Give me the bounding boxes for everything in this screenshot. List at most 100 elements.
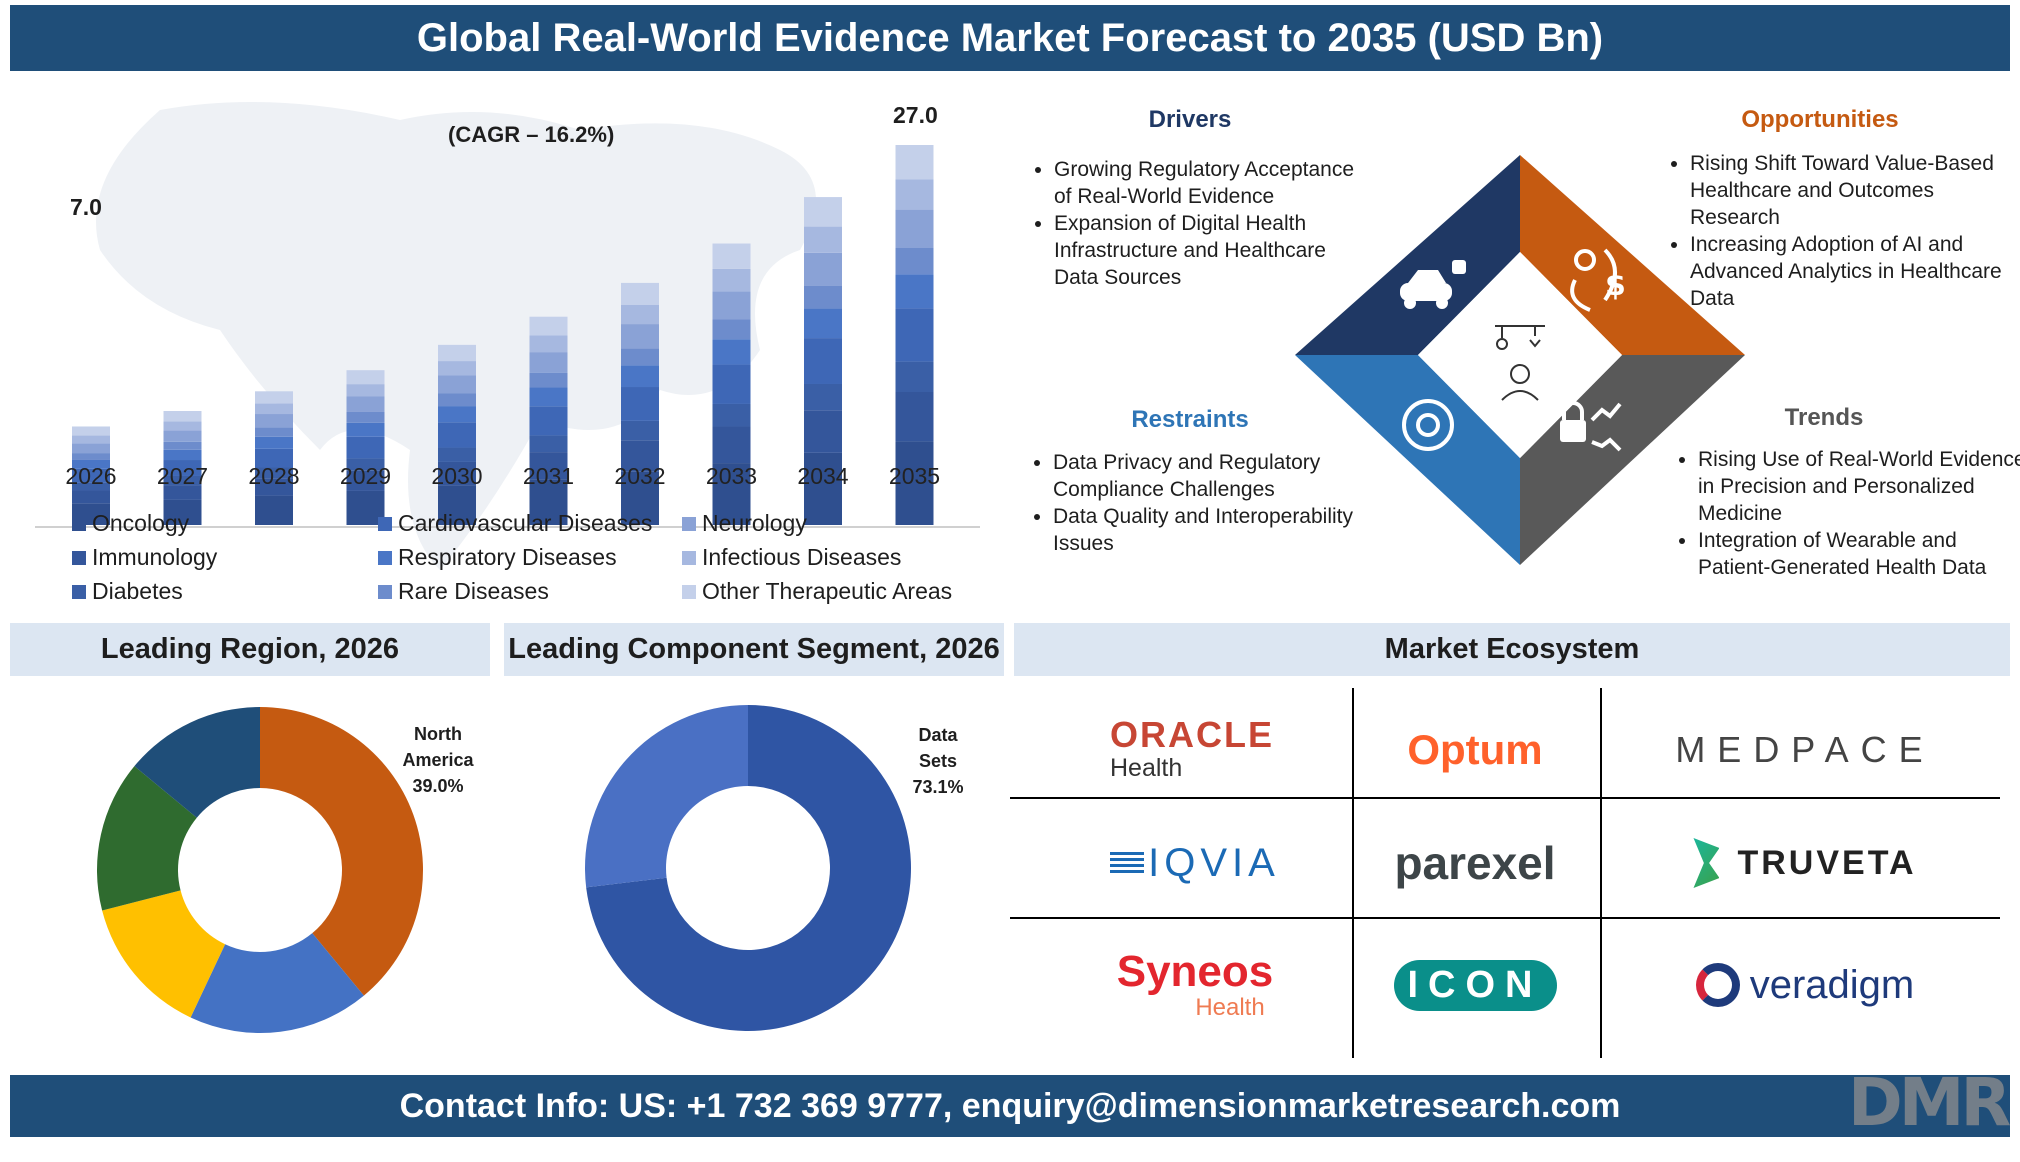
bar-segment-2028-7	[255, 403, 293, 415]
bar-segment-2033-1	[712, 426, 751, 464]
bar-segment-2030-2	[438, 447, 476, 462]
bar-segment-2031-8	[529, 316, 568, 336]
bar-segment-2026-6	[72, 443, 110, 454]
bar-segment-2030-0	[438, 485, 476, 525]
bar-segment-2028-5	[255, 427, 293, 437]
bar-segment-2032-7	[621, 304, 659, 325]
region-donut-chart	[97, 707, 423, 1033]
bar-segment-2035-1	[895, 392, 934, 442]
bar-segment-2031-0	[529, 479, 568, 525]
bar-segment-2026-8	[72, 426, 110, 436]
donut-slice-1	[585, 705, 748, 888]
donut-slice-0	[260, 707, 423, 996]
bar-segment-2032-5	[621, 348, 659, 366]
bar-segment-2028-2	[255, 467, 293, 479]
bar-segment-2035-5	[895, 247, 934, 275]
bar-segment-2031-1	[529, 452, 568, 480]
legend-item: Neurology	[682, 510, 807, 537]
bar-segment-2035-8	[895, 145, 934, 180]
restraints-item: Data Privacy and Regulatory Compliance C…	[1053, 449, 1353, 503]
bar-segment-2033-8	[712, 243, 751, 269]
dollar-exchange-icon	[1570, 248, 1617, 312]
x-tick-label: 2034	[797, 463, 849, 489]
bar-segment-2026-1	[72, 490, 110, 504]
page-title: Global Real-World Evidence Market Foreca…	[10, 5, 2010, 71]
footer-contact: Contact Info: US: +1 732 369 9777, enqui…	[10, 1075, 2010, 1137]
restraints-list: Data Privacy and Regulatory Compliance C…	[1025, 449, 1353, 557]
bar-segment-2027-7	[163, 421, 202, 431]
car-icon	[1400, 260, 1466, 309]
bar-label-last: 27.0	[893, 102, 938, 128]
legend-swatch	[378, 584, 392, 599]
veradigm-logo: veradigm	[1605, 925, 2005, 1045]
bar-segment-2032-0	[621, 471, 659, 525]
bar-segment-2029-4	[346, 422, 385, 437]
bar-segment-2029-5	[346, 411, 385, 423]
legend-item: Respiratory Diseases	[378, 544, 617, 571]
diamond-opportunities	[1520, 155, 1745, 355]
legend-swatch	[682, 584, 696, 599]
bar-segment-2033-3	[712, 364, 751, 404]
world-map-background	[96, 102, 816, 570]
diamond-drivers	[1295, 155, 1520, 355]
x-tick-label: 2035	[888, 463, 941, 489]
legend-swatch	[378, 516, 392, 531]
bar-segment-2032-6	[621, 324, 659, 349]
legend-item: Diabetes	[72, 578, 183, 605]
diamond-trends	[1520, 355, 1745, 565]
bar-segment-2027-5	[163, 441, 202, 450]
opportunities-title: Opportunities	[1741, 106, 1899, 133]
cagr-annotation: (CAGR – 16.2%)	[448, 122, 615, 147]
legend-swatch	[72, 550, 86, 565]
optum-logo: Optum	[1407, 726, 1543, 773]
segment-label: Data Sets 73.1%	[898, 722, 978, 800]
bar-segment-2028-4	[255, 436, 293, 449]
region-label: North America 39.0%	[393, 721, 483, 799]
drivers-list: Growing Regulatory Acceptance of Real-Wo…	[1026, 156, 1354, 291]
trends-item: Integration of Wearable and Patient-Gene…	[1698, 527, 2020, 581]
gear-icon	[1402, 399, 1454, 451]
legend-item: Rare Diseases	[378, 578, 549, 605]
bar-segment-2028-6	[255, 414, 293, 428]
ecosystem-panel-title: Market Ecosystem	[1014, 623, 2010, 676]
region-panel-title: Leading Region, 2026	[10, 623, 490, 676]
bar-segment-2034-5	[804, 285, 842, 309]
bar-segment-2028-8	[255, 391, 293, 404]
legend-item: Infectious Diseases	[682, 544, 901, 571]
bar-segment-2027-4	[163, 449, 202, 461]
bar-segment-2035-0	[895, 441, 934, 525]
bar-segment-2027-2	[163, 475, 202, 486]
bar-segment-2031-6	[529, 352, 568, 373]
drivers-item: Growing Regulatory Acceptance of Real-Wo…	[1054, 156, 1354, 210]
bar-segment-2032-8	[621, 282, 659, 305]
bar-segment-2033-5	[712, 319, 751, 340]
legend-item: Oncology	[72, 510, 189, 537]
bar-segment-2031-2	[529, 435, 568, 453]
bar-segment-2031-7	[529, 335, 568, 353]
bar-segment-2033-7	[712, 268, 751, 292]
segment-donut-chart	[585, 705, 911, 1031]
legend-swatch	[682, 550, 696, 565]
bar-segment-2034-1	[804, 410, 842, 453]
bar-segment-2034-4	[804, 308, 842, 339]
iqvia-bars-icon	[1110, 852, 1145, 874]
icon-logo: ICON	[1355, 925, 1595, 1045]
x-tick-label: 2030	[431, 463, 483, 489]
bar-segment-2026-4	[72, 459, 110, 469]
bar-segment-2030-8	[438, 344, 476, 362]
legend-item: Immunology	[72, 544, 217, 571]
bar-segment-2029-7	[346, 384, 385, 397]
truveta-mark-icon	[1693, 838, 1720, 888]
bar-segment-2029-2	[346, 458, 385, 471]
bar-segment-2032-1	[621, 440, 659, 472]
bar-segment-2027-6	[163, 430, 202, 442]
bar-label-first: 7.0	[70, 194, 102, 220]
donut-slice-2	[102, 890, 226, 1018]
segment-panel-title: Leading Component Segment, 2026	[504, 623, 1004, 676]
legend-label: Neurology	[702, 510, 807, 536]
bar-segment-2034-3	[804, 338, 842, 384]
bar-segment-2035-7	[895, 179, 934, 210]
drivers-item: Expansion of Digital Health Infrastructu…	[1054, 210, 1354, 291]
person-analytics-icon	[1495, 325, 1545, 401]
donut-slice-3	[97, 766, 197, 911]
